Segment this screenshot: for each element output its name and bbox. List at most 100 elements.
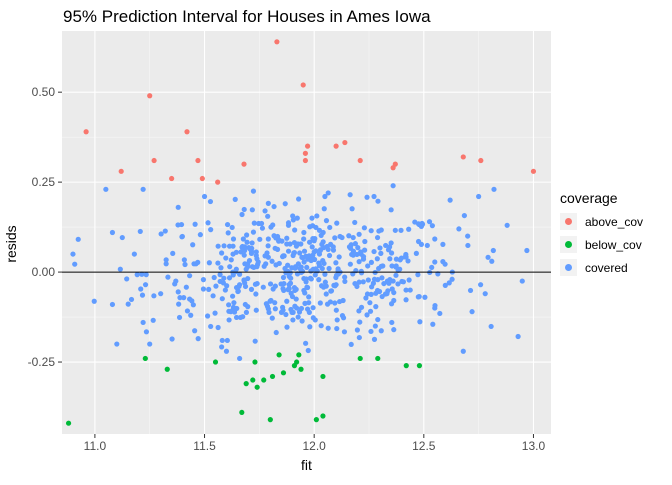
point-covered xyxy=(429,223,435,229)
point-covered xyxy=(233,249,239,255)
point-covered xyxy=(432,305,438,311)
point-below-cov xyxy=(243,381,249,387)
point-covered xyxy=(325,190,331,196)
point-above-cov xyxy=(357,157,363,164)
point-above-cov xyxy=(118,168,124,174)
point-covered xyxy=(226,275,233,281)
point-covered xyxy=(307,324,313,330)
point-covered xyxy=(163,261,169,267)
point-covered xyxy=(125,301,131,307)
point-covered xyxy=(465,233,471,239)
point-below-cov xyxy=(212,359,219,365)
point-covered xyxy=(181,257,187,263)
point-covered xyxy=(316,227,323,233)
legend-label-below-cov: below_cov xyxy=(585,237,642,252)
point-covered xyxy=(447,197,453,203)
point-covered xyxy=(364,291,371,297)
point-covered xyxy=(258,220,265,227)
legend-swatch-above-cov xyxy=(560,213,577,230)
point-covered xyxy=(131,251,137,257)
point-covered xyxy=(347,261,353,267)
point-covered xyxy=(299,318,305,324)
point-covered xyxy=(362,238,368,245)
point-covered xyxy=(388,207,394,213)
point-covered xyxy=(280,307,286,313)
point-covered xyxy=(253,307,259,313)
point-covered xyxy=(283,311,289,318)
point-covered xyxy=(267,281,274,287)
point-covered xyxy=(442,261,448,267)
point-covered xyxy=(356,259,362,265)
point-covered xyxy=(175,204,181,210)
point-covered xyxy=(124,276,130,282)
point-covered xyxy=(109,229,116,236)
point-above-cov xyxy=(302,150,309,156)
point-covered xyxy=(257,236,263,242)
point-covered xyxy=(426,219,433,225)
point-covered xyxy=(195,336,201,342)
point-covered xyxy=(242,283,249,290)
legend-swatch-below-cov xyxy=(560,236,577,253)
legend-dot-icon xyxy=(565,218,572,225)
point-above-cov xyxy=(151,157,157,164)
point-covered xyxy=(272,283,278,289)
point-covered xyxy=(429,264,435,271)
point-covered xyxy=(207,198,214,205)
point-covered xyxy=(298,241,304,247)
point-covered xyxy=(391,327,397,333)
point-covered xyxy=(263,261,269,267)
point-covered xyxy=(391,289,397,296)
point-covered xyxy=(400,279,407,285)
point-covered xyxy=(142,282,149,288)
point-covered xyxy=(249,240,255,246)
point-covered xyxy=(460,348,466,354)
point-covered xyxy=(365,277,371,283)
point-covered xyxy=(377,245,383,251)
point-covered xyxy=(215,260,221,266)
point-covered xyxy=(422,294,428,300)
point-covered xyxy=(262,208,268,214)
point-covered xyxy=(456,226,462,232)
point-below-cov xyxy=(142,355,148,362)
point-covered xyxy=(208,227,214,233)
point-covered xyxy=(328,241,334,247)
legend-swatch-covered xyxy=(560,259,577,276)
point-covered xyxy=(352,219,358,226)
point-covered xyxy=(234,305,240,312)
point-covered xyxy=(371,193,377,200)
point-covered xyxy=(139,271,145,277)
point-covered xyxy=(290,217,296,223)
point-covered xyxy=(187,273,193,279)
point-covered xyxy=(292,303,298,309)
point-above-cov xyxy=(215,179,221,185)
point-covered xyxy=(316,277,322,283)
legend-item-covered: covered xyxy=(560,256,643,279)
point-covered xyxy=(392,227,398,233)
point-covered xyxy=(324,301,331,307)
point-covered xyxy=(151,293,157,299)
point-covered xyxy=(371,336,378,342)
point-covered xyxy=(358,268,364,274)
point-covered xyxy=(383,242,389,249)
point-above-cov xyxy=(184,129,190,135)
point-covered xyxy=(183,284,189,290)
point-covered xyxy=(312,272,318,278)
point-covered xyxy=(303,276,309,282)
point-covered xyxy=(398,227,404,233)
point-covered xyxy=(317,247,323,254)
point-above-cov xyxy=(302,157,309,164)
point-covered xyxy=(295,314,301,320)
legend-title: coverage xyxy=(560,190,618,206)
point-covered xyxy=(302,300,308,306)
point-covered xyxy=(348,242,354,248)
point-covered xyxy=(310,305,316,311)
point-covered xyxy=(219,296,225,302)
point-covered xyxy=(221,243,227,249)
point-covered xyxy=(319,241,325,247)
point-covered xyxy=(368,259,375,265)
point-covered xyxy=(70,251,76,257)
point-covered xyxy=(273,329,279,336)
point-covered xyxy=(323,218,330,224)
point-covered xyxy=(360,256,367,262)
point-covered xyxy=(376,288,383,295)
